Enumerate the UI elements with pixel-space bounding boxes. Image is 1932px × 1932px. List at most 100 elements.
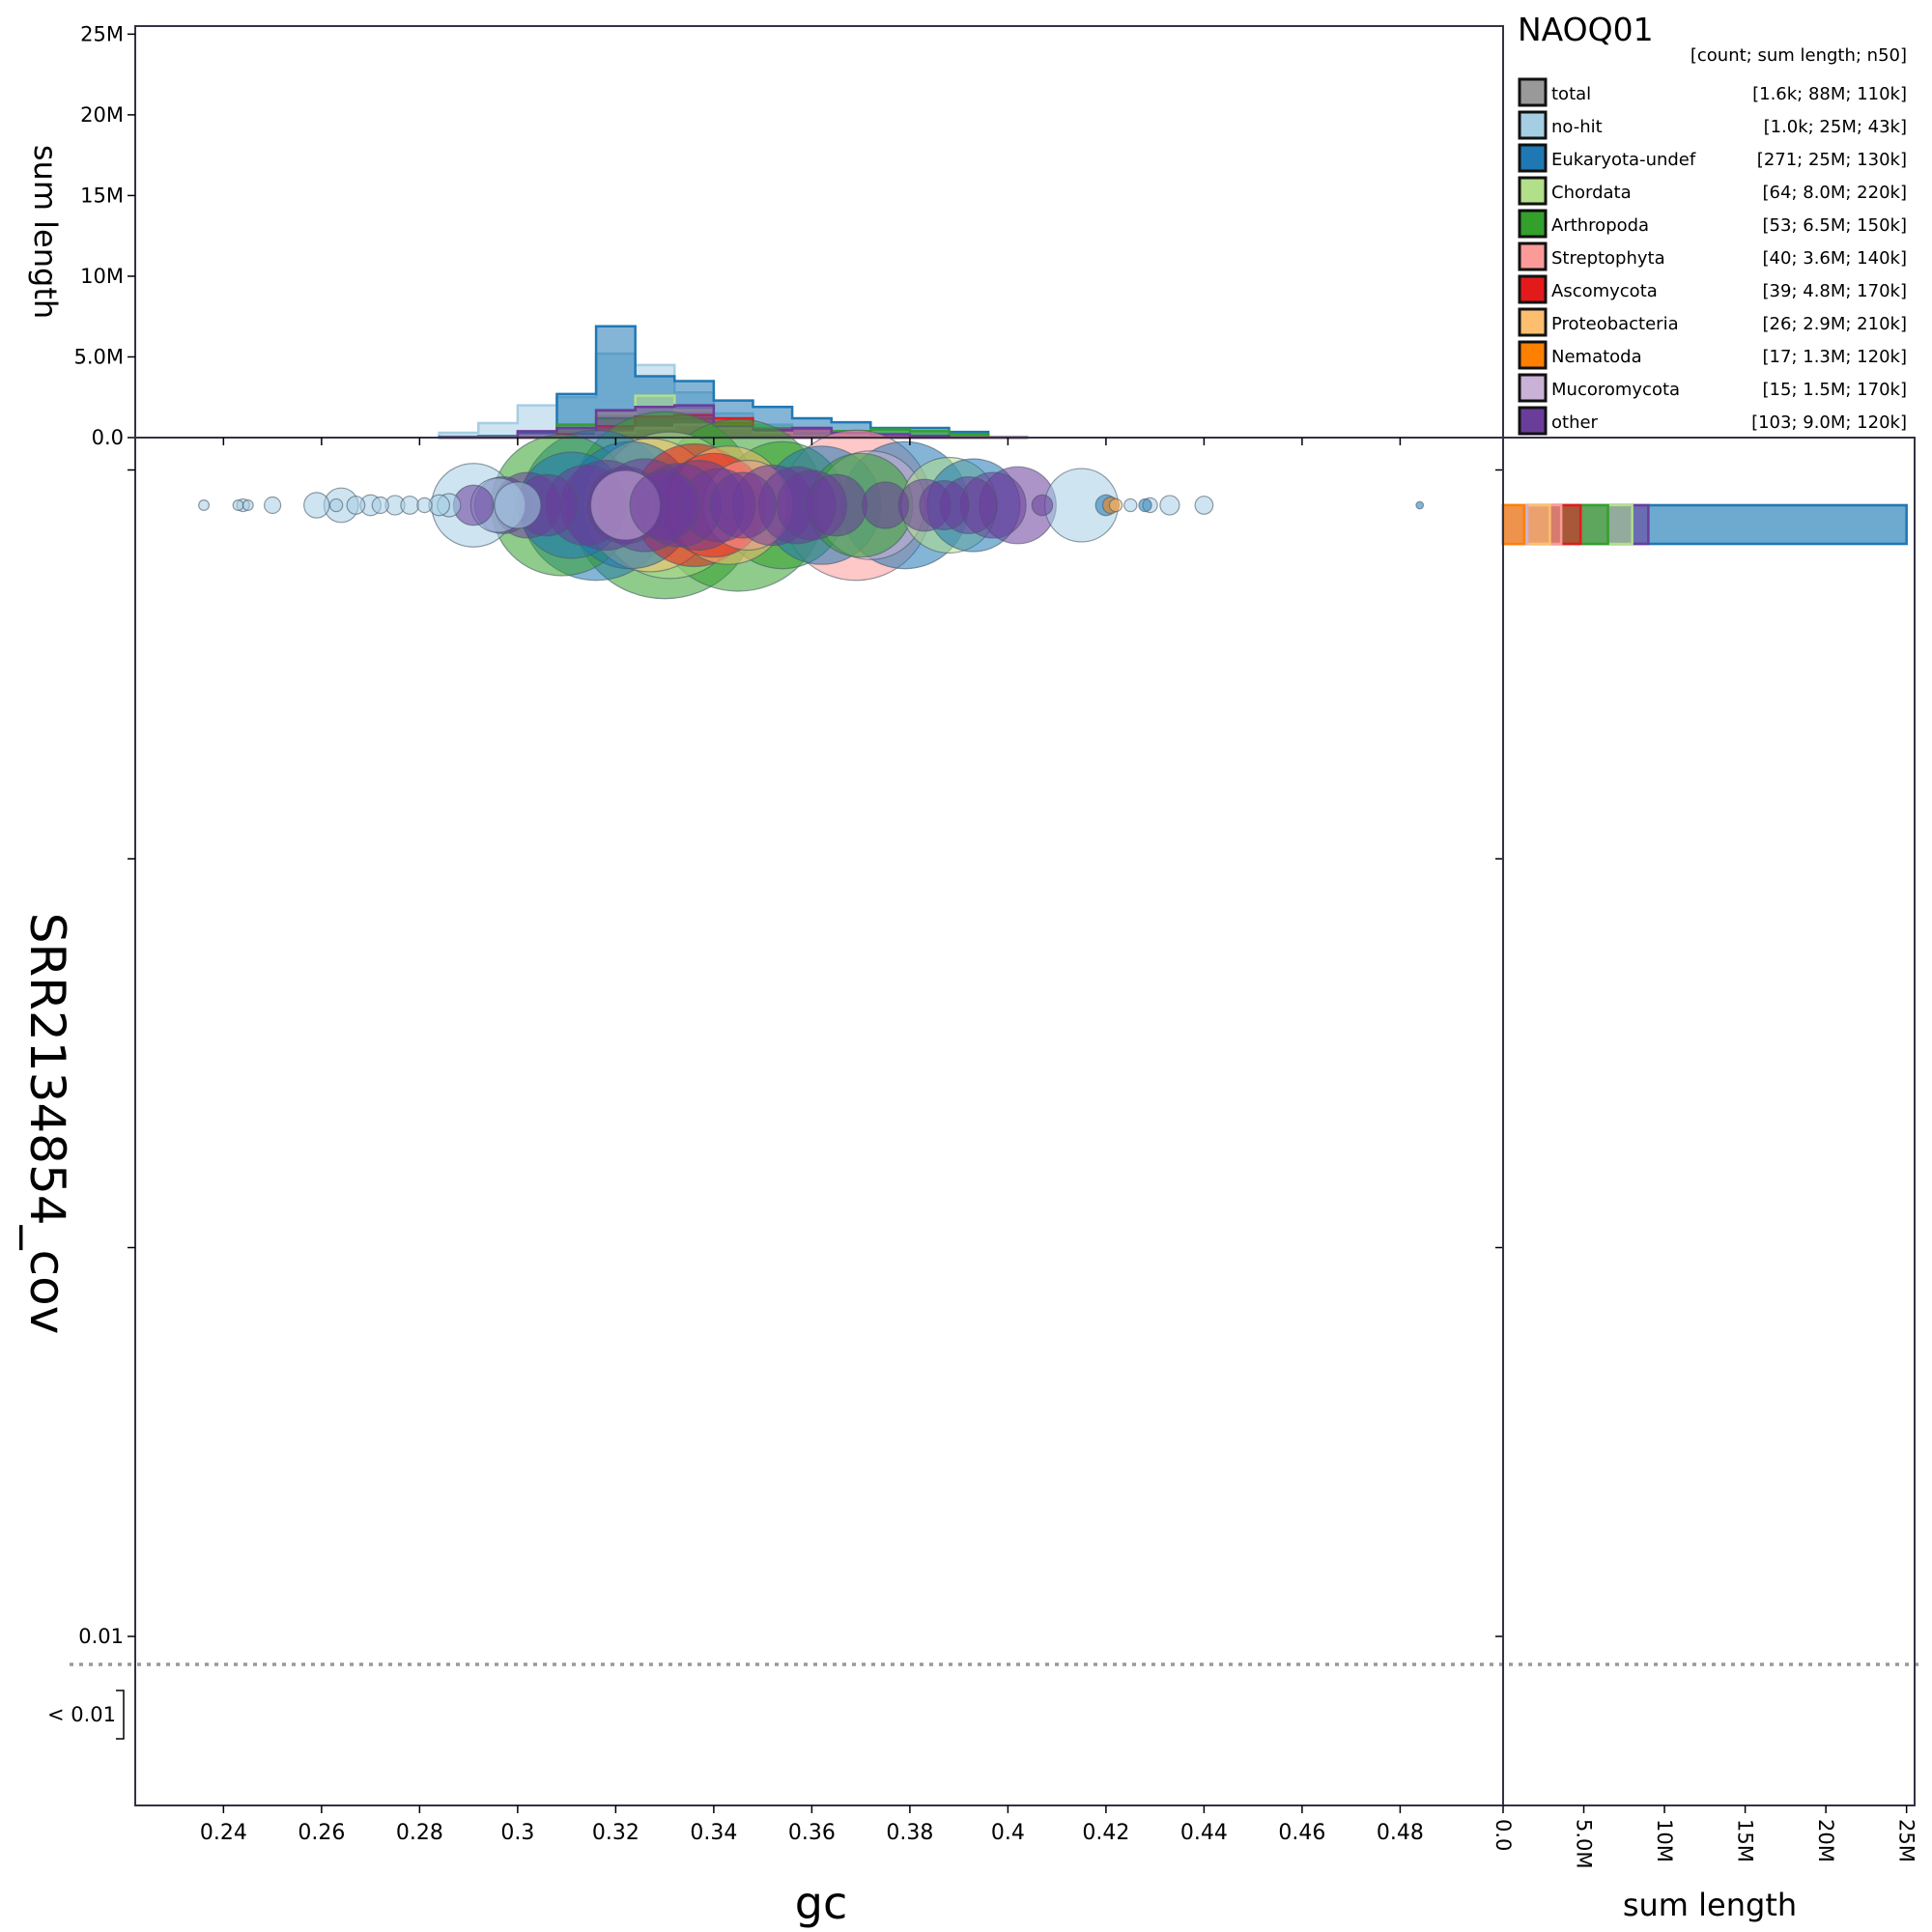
legend-entry-chordata: Chordata [64; 8.0M; 220k] bbox=[1520, 178, 1907, 204]
legend-title: NAOQ01 bbox=[1518, 11, 1654, 48]
point-no-hit bbox=[1124, 498, 1137, 511]
xtick-label: 0.26 bbox=[298, 1821, 345, 1845]
top-histogram-ylabel: sum length bbox=[27, 145, 64, 319]
top-ytick-label: 5.0M bbox=[73, 345, 124, 368]
right-bar-nematoda bbox=[1503, 505, 1524, 544]
legend-label: Nematoda bbox=[1551, 347, 1642, 367]
point-other bbox=[920, 481, 969, 530]
legend-label: Mucoromycota bbox=[1551, 380, 1680, 400]
point-other bbox=[1032, 495, 1052, 515]
legend-label: Eukaryota-undef bbox=[1551, 150, 1696, 170]
xtick-label: 0.28 bbox=[396, 1821, 443, 1845]
legend-entry-nematoda: Nematoda [17; 1.3M; 120k] bbox=[1520, 342, 1907, 368]
xtick-label: 0.3 bbox=[500, 1821, 534, 1845]
point-no-hit bbox=[233, 500, 243, 511]
legend-stats: [15; 1.5M; 170k] bbox=[1763, 380, 1907, 400]
xtick-label: 0.24 bbox=[200, 1821, 247, 1845]
legend-stats: [17; 1.3M; 120k] bbox=[1763, 347, 1907, 367]
right-xtick-label: 15M bbox=[1734, 1819, 1757, 1862]
xtick-label: 0.44 bbox=[1180, 1821, 1228, 1845]
legend-swatch bbox=[1520, 178, 1546, 204]
legend: NAOQ01 [count; sum length; n50] total [1.… bbox=[1518, 11, 1907, 434]
legend-header: [count; sum length; n50] bbox=[1690, 45, 1907, 66]
legend-swatch bbox=[1520, 79, 1546, 105]
xtick-label: 0.4 bbox=[991, 1821, 1025, 1845]
legend-swatch bbox=[1520, 243, 1546, 270]
legend-swatch bbox=[1520, 112, 1546, 138]
ytick-label: 0.01 bbox=[78, 1625, 124, 1648]
scatter-panel: 0.24 0.26 0.28 0.3 0.32 0.34 0.36 0.38 0.4 0.42 0.… bbox=[19, 412, 1918, 1929]
top-histogram-frame bbox=[135, 26, 1503, 438]
top-histogram: 0.0 5.0M 10M 15M 20M 25M sum length bbox=[27, 22, 1503, 449]
point-no-hit bbox=[417, 497, 432, 512]
point-proteobacteria bbox=[1109, 498, 1122, 511]
legend-swatch bbox=[1520, 342, 1546, 368]
point-no-hit bbox=[347, 497, 365, 515]
point-no-hit bbox=[495, 482, 541, 528]
right-xtick-label: 10M bbox=[1653, 1819, 1676, 1862]
y-axis-label: SRR2134854_cov bbox=[19, 913, 75, 1335]
legend-entry-ascomycota: Ascomycota [39; 4.8M; 170k] bbox=[1520, 276, 1907, 302]
right-xtick-label: 5.0M bbox=[1573, 1819, 1596, 1869]
point-other bbox=[630, 470, 699, 540]
legend-entry-total: total [1.6k; 88M; 110k] bbox=[1520, 79, 1907, 105]
scatter-frame bbox=[135, 438, 1503, 1805]
point-no-hit bbox=[1160, 496, 1179, 515]
point-other bbox=[863, 482, 909, 528]
legend-label: Streptophyta bbox=[1551, 248, 1665, 269]
point-no-hit bbox=[304, 493, 329, 518]
top-ytick-label: 25M bbox=[80, 22, 124, 45]
legend-entry-streptophyta: Streptophyta [40; 3.6M; 140k] bbox=[1520, 243, 1907, 270]
point-no-hit bbox=[1195, 497, 1213, 515]
legend-stats: [1.0k; 25M; 43k] bbox=[1764, 117, 1907, 137]
below-threshold-label: < 0.01 bbox=[47, 1703, 116, 1726]
legend-label: no-hit bbox=[1551, 117, 1603, 137]
legend-swatch bbox=[1520, 276, 1546, 302]
legend-swatch bbox=[1520, 375, 1546, 401]
below-threshold-bracket: < 0.01 bbox=[47, 1690, 124, 1739]
legend-stats: [64; 8.0M; 220k] bbox=[1763, 183, 1907, 203]
xtick-label: 0.38 bbox=[886, 1821, 933, 1845]
legend-entry-eukaryota-undef: Eukaryota-undef [271; 25M; 130k] bbox=[1520, 145, 1907, 171]
legend-stats: [1.6k; 88M; 110k] bbox=[1752, 84, 1907, 104]
legend-label: Chordata bbox=[1551, 183, 1632, 203]
right-histogram-xlabel: sum length bbox=[1623, 1887, 1797, 1923]
legend-entry-proteobacteria: Proteobacteria [26; 2.9M; 210k] bbox=[1520, 309, 1907, 335]
point-other bbox=[710, 472, 776, 538]
legend-label: total bbox=[1551, 84, 1591, 104]
xtick-label: 0.32 bbox=[592, 1821, 639, 1845]
top-ytick-label: 10M bbox=[80, 265, 124, 288]
legend-label: other bbox=[1551, 412, 1599, 433]
point-no-hit bbox=[372, 497, 388, 514]
xtick-label: 0.48 bbox=[1377, 1821, 1424, 1845]
legend-label: Arthropoda bbox=[1551, 215, 1649, 236]
top-ytick-label: 15M bbox=[80, 184, 124, 207]
legend-stats: [53; 6.5M; 150k] bbox=[1763, 215, 1907, 236]
right-histogram-frame bbox=[1503, 438, 1915, 1805]
legend-stats: [271; 25M; 130k] bbox=[1757, 150, 1907, 170]
xtick-label: 0.34 bbox=[690, 1821, 737, 1845]
legend-stats: [26; 2.9M; 210k] bbox=[1763, 314, 1907, 334]
point-no-hit bbox=[242, 500, 253, 511]
point-no-hit bbox=[401, 497, 419, 515]
legend-stats: [103; 9.0M; 120k] bbox=[1751, 412, 1907, 433]
right-xtick-label: 25M bbox=[1895, 1819, 1918, 1862]
top-ytick-label: 0.0 bbox=[92, 426, 124, 449]
legend-entry-no-hit: no-hit [1.0k; 25M; 43k] bbox=[1520, 112, 1907, 138]
legend-stats: [40; 3.6M; 140k] bbox=[1763, 248, 1907, 269]
legend-stats: [39; 4.8M; 170k] bbox=[1763, 281, 1907, 301]
legend-swatch bbox=[1520, 408, 1546, 434]
legend-entry-arthropoda: Arthropoda [53; 6.5M; 150k] bbox=[1520, 211, 1907, 237]
legend-label: Proteobacteria bbox=[1551, 314, 1679, 334]
point-eukaryota-undef bbox=[1139, 498, 1151, 511]
point-other bbox=[806, 474, 867, 535]
right-xtick-label: 20M bbox=[1814, 1819, 1837, 1862]
legend-entry-mucoromycota: Mucoromycota [15; 1.5M; 170k] bbox=[1520, 375, 1907, 401]
point-no-hit bbox=[330, 498, 343, 511]
x-axis-label: gc bbox=[795, 1877, 848, 1929]
legend-label: Ascomycota bbox=[1551, 281, 1658, 301]
point-no-hit bbox=[265, 497, 281, 514]
point-eukaryota-undef bbox=[1416, 501, 1424, 509]
legend-swatch bbox=[1520, 211, 1546, 237]
